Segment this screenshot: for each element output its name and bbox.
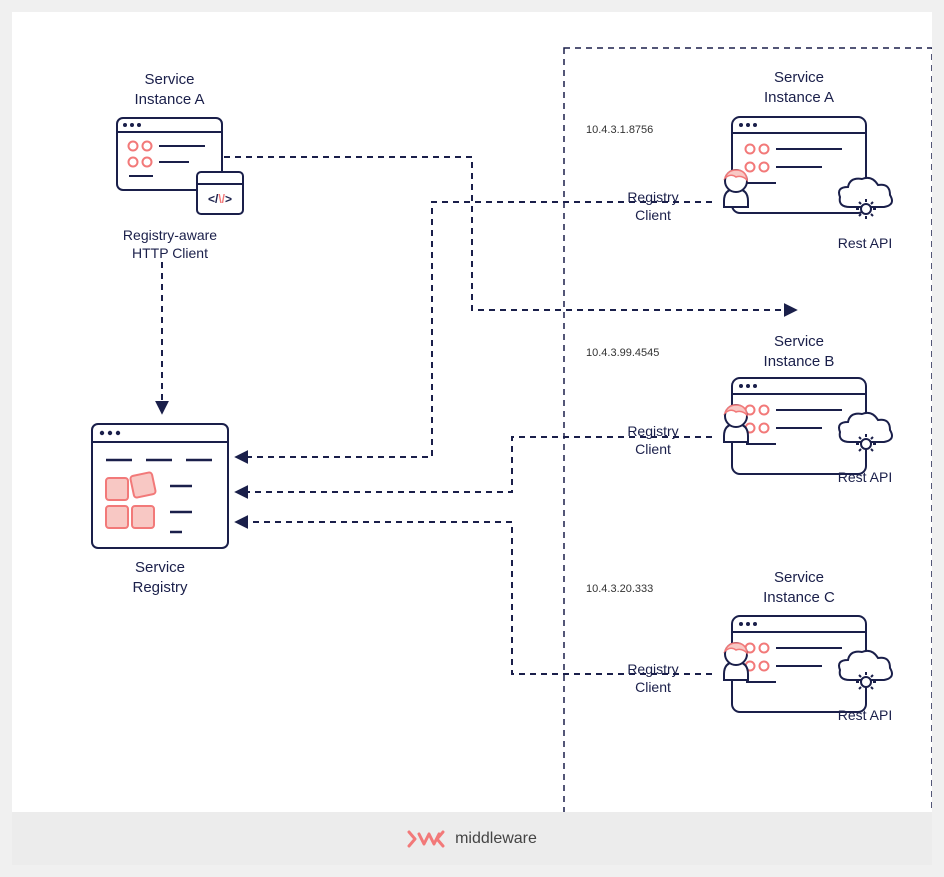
edge-instance-c-to-registry (237, 522, 712, 674)
instance-c-rest-label: Rest API (830, 706, 900, 724)
instance-b-rest-label: Rest API (830, 468, 900, 486)
instance-b-person-icon (724, 405, 748, 442)
edge-instance-a-to-registry (237, 202, 712, 457)
brand-text: middleware (455, 830, 537, 848)
service-registry-icon (92, 424, 228, 548)
instance-a-rest-label: Rest API (830, 234, 900, 252)
client-a-title: ServiceInstance A (117, 70, 222, 109)
instance-b-title: ServiceInstance B (732, 332, 866, 371)
brand-logo-icon (407, 828, 447, 850)
instance-a-reg-label: RegistryClient (616, 188, 690, 224)
client-a-sublabel: Registry-awareHTTP Client (100, 226, 240, 262)
diagram-canvas: </\/> (0, 0, 944, 877)
instance-b-reg-label: RegistryClient (616, 422, 690, 458)
instance-a-ip: 10.4.3.1.8756 (586, 123, 653, 137)
instance-c-person-icon (724, 643, 748, 680)
instance-a-person-icon (724, 170, 748, 207)
instance-c-reg-label: RegistryClient (616, 660, 690, 696)
instance-c-ip: 10.4.3.20.333 (586, 582, 653, 596)
instance-c-title: ServiceInstance C (732, 568, 866, 607)
registry-title: ServiceRegistry (92, 558, 228, 597)
instance-a-title: ServiceInstance A (732, 68, 866, 107)
footer: middleware (12, 812, 932, 865)
svg-text:</\/>: </\/> (208, 192, 232, 206)
instance-b-ip: 10.4.3.99.4545 (586, 346, 659, 360)
edges (162, 157, 795, 674)
edge-client-to-instance-b (224, 157, 795, 310)
registry-aware-client-icon: </\/> (197, 172, 243, 214)
diagram-svg: </\/> (12, 12, 932, 812)
diagram-inner: </\/> (12, 12, 932, 812)
